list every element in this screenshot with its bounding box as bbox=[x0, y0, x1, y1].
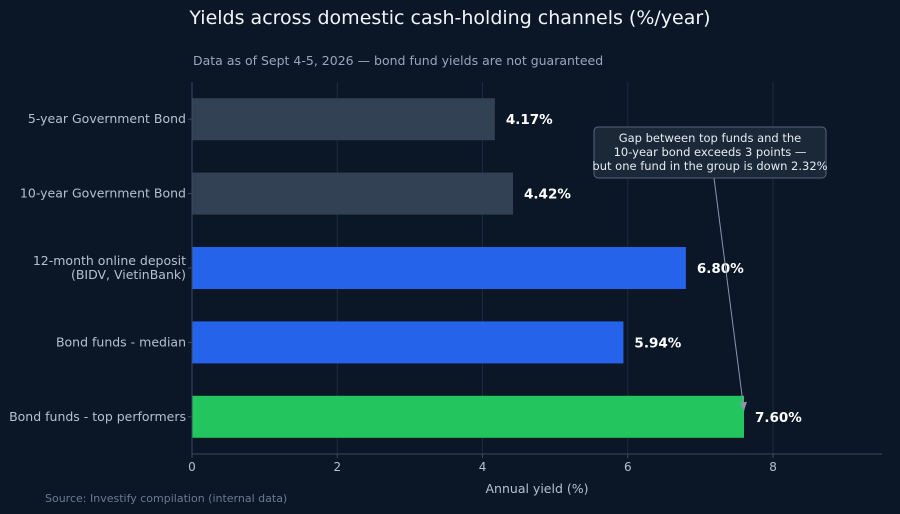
annotation-arrow-line bbox=[713, 177, 745, 411]
category-label: Bond funds - top performers bbox=[9, 409, 186, 424]
category-label: Bond funds - median bbox=[56, 334, 186, 349]
bar-value-label: 7.60% bbox=[755, 410, 802, 426]
x-axis-label: Annual yield (%) bbox=[486, 481, 589, 496]
bar bbox=[192, 395, 744, 438]
annotation-text-line: but one fund in the group is down 2.32% bbox=[592, 159, 827, 173]
annotation-arrowhead bbox=[740, 401, 747, 411]
annotation-box bbox=[593, 126, 827, 179]
bar-value-label: 4.17% bbox=[506, 112, 553, 128]
bar bbox=[192, 172, 514, 215]
bar bbox=[192, 98, 495, 141]
category-label: 5-year Government Bond bbox=[28, 111, 186, 126]
chart-subtitle: Data as of Sept 4-5, 2026 — bond fund yi… bbox=[193, 53, 603, 68]
chart-title: Yields across domestic cash-holding chan… bbox=[188, 7, 710, 29]
x-tick-label: 4 bbox=[479, 460, 487, 474]
bar-value-label: 6.80% bbox=[697, 261, 744, 277]
bar-value-label: 4.42% bbox=[524, 187, 571, 203]
source-note: Source: Investify compilation (internal … bbox=[45, 492, 287, 505]
category-label: 12-month online deposit bbox=[33, 253, 186, 268]
x-tick-label: 2 bbox=[333, 460, 341, 474]
bar bbox=[192, 321, 624, 364]
x-tick-label: 0 bbox=[188, 460, 196, 474]
bar-value-label: 5.94% bbox=[634, 335, 681, 351]
annotation-text-line: 10-year bond exceeds 3 points — bbox=[614, 145, 807, 159]
bar bbox=[192, 247, 686, 289]
category-label: (BIDV, VietinBank) bbox=[71, 267, 186, 282]
x-tick-label: 8 bbox=[769, 460, 777, 474]
annotation-text-line: Gap between top funds and the bbox=[619, 131, 802, 145]
x-tick-label: 6 bbox=[624, 460, 632, 474]
category-label: 10-year Government Bond bbox=[20, 186, 186, 201]
